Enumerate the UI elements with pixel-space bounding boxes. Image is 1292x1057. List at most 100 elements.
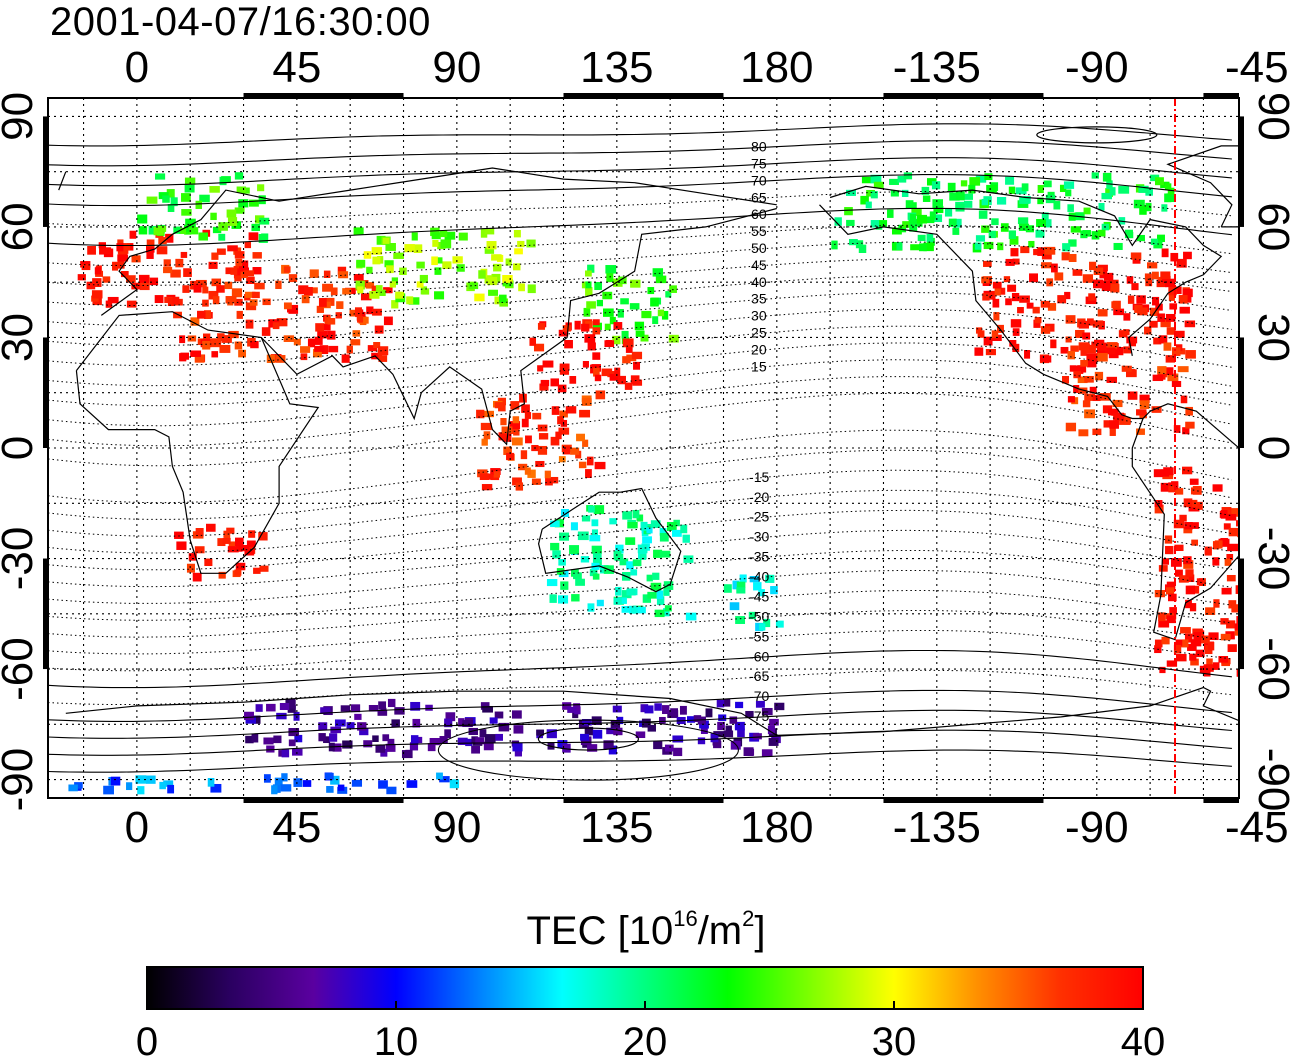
tec-pixel [517,240,525,248]
tec-pixel [992,298,1000,308]
tec-pixel [410,735,419,744]
tec-pixel [1185,569,1194,577]
tec-pixel [235,537,244,547]
tec-pixel [116,243,124,252]
contour-label: -50 [749,608,769,624]
colorbar-title-mid: /m [697,909,743,953]
tec-pixel [1185,406,1193,416]
tec-pixel [167,784,175,794]
tec-pixel [102,276,111,283]
tec-pixel [341,354,350,363]
magnetic-contour [48,123,1232,147]
axis-ticks: 0 45 90 135 180 -135 -90 -450 45 90 135 180 -135 -90-… [0,43,1292,852]
tec-pixel [308,287,318,294]
tec-region [974,246,1196,364]
tec-pixel [629,303,640,310]
tec-pixel [385,743,396,752]
tec-pixel [222,537,231,544]
tec-pixel [1185,599,1192,609]
tec-pixel [1084,393,1096,401]
tec-pixel [544,470,551,479]
tec-pixel [1087,318,1094,326]
tec-pixel [640,334,649,342]
tec-pixel [755,700,765,708]
tec-pixel [585,281,592,289]
tec-pixel [1175,286,1182,294]
tec-pixel [687,716,696,723]
tec-pixel [1078,320,1089,329]
contour-label: 30 [751,308,767,324]
tec-pixel [1165,587,1175,595]
tec-pixel [1019,196,1030,204]
tec-pixel [386,265,394,274]
tec-pixel [609,373,618,381]
tec-pixel [581,398,592,406]
tec-pixel [1170,252,1179,262]
tec-pixel [613,727,623,736]
tec-pixel [458,718,465,727]
tec-pixel [896,242,903,250]
tec-pixel [1220,618,1229,625]
tec-pixel [300,346,311,353]
tec-pixel [474,293,485,302]
tec-pixel [1097,352,1108,362]
right-lat-tick: -90 [1249,748,1292,812]
tec-pixel [190,280,197,290]
tec-pixel [1124,229,1133,238]
tec-pixel [1012,328,1020,336]
tec-pixel [252,715,261,724]
tec-pixel [1089,386,1097,394]
tec-pixel [1067,204,1074,212]
tec-pixel [577,531,589,541]
tec-pixel [753,582,762,591]
tec-pixel [245,319,254,329]
tec-pixel [582,439,589,447]
tec-pixel [431,256,438,266]
tec-pixel [870,220,880,228]
tec-pixel [209,186,220,193]
tec-pixel [258,233,268,243]
tec-pixel [366,266,373,274]
tec-pixel [225,267,233,275]
south-oval-outer [437,719,739,781]
tec-pixel [1182,427,1190,435]
tec-pixel [1227,543,1238,552]
tec-pixel [1113,412,1125,421]
bottom-lon-tick: 135 [580,803,653,852]
tec-pixel [385,243,396,251]
tec-pixel [570,522,578,531]
tec-pixel [975,175,987,183]
tec-pixel [1190,639,1202,647]
tec-pixel [968,184,976,194]
tec-pixel [234,268,242,276]
tec-pixel [595,390,606,400]
tec-pixel [382,734,390,742]
tec-pixel [1086,353,1098,363]
tec-pixel [1149,320,1158,328]
tec-pixel [1012,343,1020,352]
tec-pixel [1173,425,1181,433]
colorbar-title-exp2: 2 [742,906,755,931]
tec-pixel [1167,373,1179,382]
tec-pixel [302,780,312,787]
tec-pixel [1092,428,1102,436]
tec-pixel [1274,513,1284,522]
tec-pixel [245,291,256,298]
tec-pixel [1180,627,1191,634]
tec-pixel [615,586,622,596]
tec-pixel [997,242,1004,251]
tec-pixel [355,280,365,290]
tec-pixel [994,286,1001,296]
tec-pixel [1171,347,1181,356]
tec-pixel [625,537,636,545]
tec-pixel [960,180,968,187]
tec-pixel [983,260,992,267]
tec-pixel [369,290,380,299]
tec-pixel [475,737,485,745]
tec-pixel [604,340,615,348]
tec-region [68,772,460,795]
top-lon-tick: -45 [1225,43,1289,92]
tec-pixel [315,323,325,332]
tec-pixel [917,234,926,242]
tec-pixel [387,738,395,748]
